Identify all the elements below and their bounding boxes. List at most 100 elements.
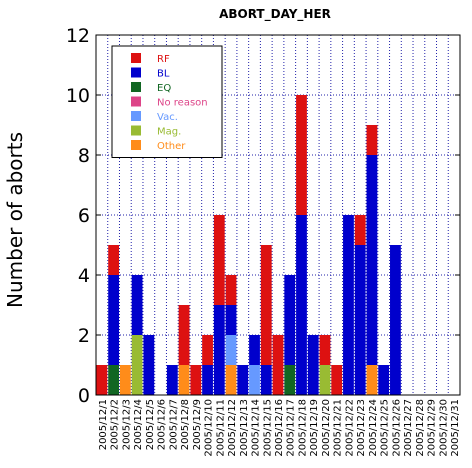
legend-label: Other: [157, 141, 186, 152]
bar-segment-bl: [390, 245, 401, 395]
legend-swatch: [131, 96, 141, 107]
x-tick-label: 2005/12/1: [98, 399, 109, 450]
bar-segment-bl: [296, 215, 307, 395]
chart-title: ABORT_DAY_HER: [219, 7, 331, 22]
x-tick-label: 2005/12/4: [133, 399, 144, 450]
legend: RF BL EQ No reason Vac. Mag. Other: [111, 45, 223, 158]
x-tick-label: 2005/12/17: [286, 399, 297, 457]
legend-box: [111, 45, 223, 158]
x-tick-label: 2005/12/6: [157, 399, 168, 450]
bar-segment-other: [178, 365, 190, 395]
bar-segment-rf: [108, 245, 120, 275]
x-tick-label: 2005/12/25: [380, 399, 391, 457]
legend-swatch: [131, 82, 141, 92]
x-tick-label: 2005/12/14: [251, 399, 262, 457]
y-tick-label: 10: [66, 85, 90, 107]
bar-segment-rf: [366, 125, 378, 155]
bar-segment-rf: [260, 245, 272, 365]
x-tick-label: 2005/12/27: [403, 399, 414, 457]
x-tick-label: 2005/12/12: [227, 399, 238, 457]
x-tick-label: 2005/12/26: [391, 399, 402, 457]
bar-segment-eq: [108, 365, 120, 395]
bar-segment-bl: [260, 365, 272, 395]
x-tick-label: 2005/12/3: [121, 399, 132, 450]
x-tick-label: 2005/12/22: [344, 399, 355, 457]
bar-segment-rf: [190, 365, 202, 395]
bar-segment-rf: [272, 335, 284, 395]
bar-segment-bl: [202, 365, 213, 395]
bar-segment-mag: [319, 365, 331, 395]
bar-segment-bl: [131, 275, 143, 335]
legend-label: RF: [157, 54, 170, 65]
legend-swatch: [131, 140, 141, 150]
x-tick-label: 2005/12/8: [180, 399, 191, 450]
x-tick-label: 2005/12/2: [110, 399, 121, 450]
bar-segment-mag: [131, 335, 143, 395]
bar-layer: [96, 95, 401, 395]
legend-label: BL: [157, 69, 170, 80]
y-tick-label: 2: [78, 325, 90, 347]
x-tick-label: 2005/12/18: [297, 399, 308, 457]
x-tick-label: 2005/12/30: [438, 399, 449, 457]
bar-segment-bl: [307, 335, 319, 395]
x-tick-label: 2005/12/19: [309, 399, 320, 457]
y-tick-label: 4: [78, 265, 90, 287]
x-tick-label: 2005/12/31: [450, 399, 461, 457]
bar-segment-rf: [225, 275, 237, 305]
bar-segment-bl: [354, 245, 366, 395]
bar-segment-rf: [331, 365, 343, 395]
x-tick-label: 2005/12/24: [368, 399, 379, 457]
y-axis-label: Number of aborts: [3, 132, 27, 308]
legend-label: EQ: [157, 83, 171, 94]
legend-swatch: [131, 111, 141, 121]
bar-segment-bl: [378, 365, 390, 395]
bar-segment-bl: [143, 335, 155, 395]
bar-segment-bl: [237, 365, 249, 395]
legend-label: Vac.: [157, 112, 178, 123]
bar-segment-bl: [366, 155, 378, 365]
legend-label: Mag.: [157, 127, 181, 138]
bar-segment-rf: [213, 215, 225, 305]
bar-segment-rf: [296, 95, 307, 215]
bar-segment-other: [366, 365, 378, 395]
bar-segment-rf: [96, 365, 108, 395]
x-tick-label: 2005/12/28: [415, 399, 426, 457]
legend-label: No reason: [157, 98, 208, 109]
bar-segment-eq: [284, 365, 296, 395]
bar-segment-bl: [284, 275, 296, 365]
x-tick-label: 2005/12/9: [192, 399, 203, 450]
bar-segment-vac: [249, 365, 260, 395]
bar-segment-vac: [225, 335, 237, 365]
x-tick-label: 2005/12/21: [333, 399, 344, 457]
x-tick-label: 2005/12/10: [204, 399, 215, 457]
y-tick-label: 12: [66, 25, 90, 47]
bar-segment-bl: [213, 305, 225, 395]
x-tick-label: 2005/12/7: [168, 399, 179, 450]
bar-segment-bl: [343, 215, 354, 395]
x-tick-label: 2005/12/20: [321, 399, 332, 457]
bar-segment-rf: [178, 305, 190, 365]
bar-segment-bl: [249, 335, 260, 365]
x-tick-label: 2005/12/15: [262, 399, 273, 457]
bar-segment-rf: [354, 215, 366, 245]
x-tick-label: 2005/12/5: [145, 399, 156, 450]
x-tick-label: 2005/12/16: [274, 399, 285, 457]
bar-segment-other: [225, 365, 237, 395]
bar-segment-rf: [319, 335, 331, 365]
bar-segment-rf: [202, 335, 213, 365]
y-tick-label: 8: [78, 145, 90, 167]
x-tick-label: 2005/12/29: [427, 399, 438, 457]
legend-swatch: [131, 67, 141, 78]
legend-swatch: [131, 53, 141, 63]
bar-segment-other: [119, 365, 131, 395]
x-tick-label: 2005/12/11: [215, 399, 226, 457]
bar-segment-bl: [108, 275, 120, 365]
x-tick-label: 2005/12/23: [356, 399, 367, 457]
legend-swatch: [131, 125, 141, 136]
bar-segment-bl: [166, 365, 178, 395]
x-tick-label: 2005/12/13: [239, 399, 250, 457]
y-tick-label: 0: [78, 385, 90, 407]
